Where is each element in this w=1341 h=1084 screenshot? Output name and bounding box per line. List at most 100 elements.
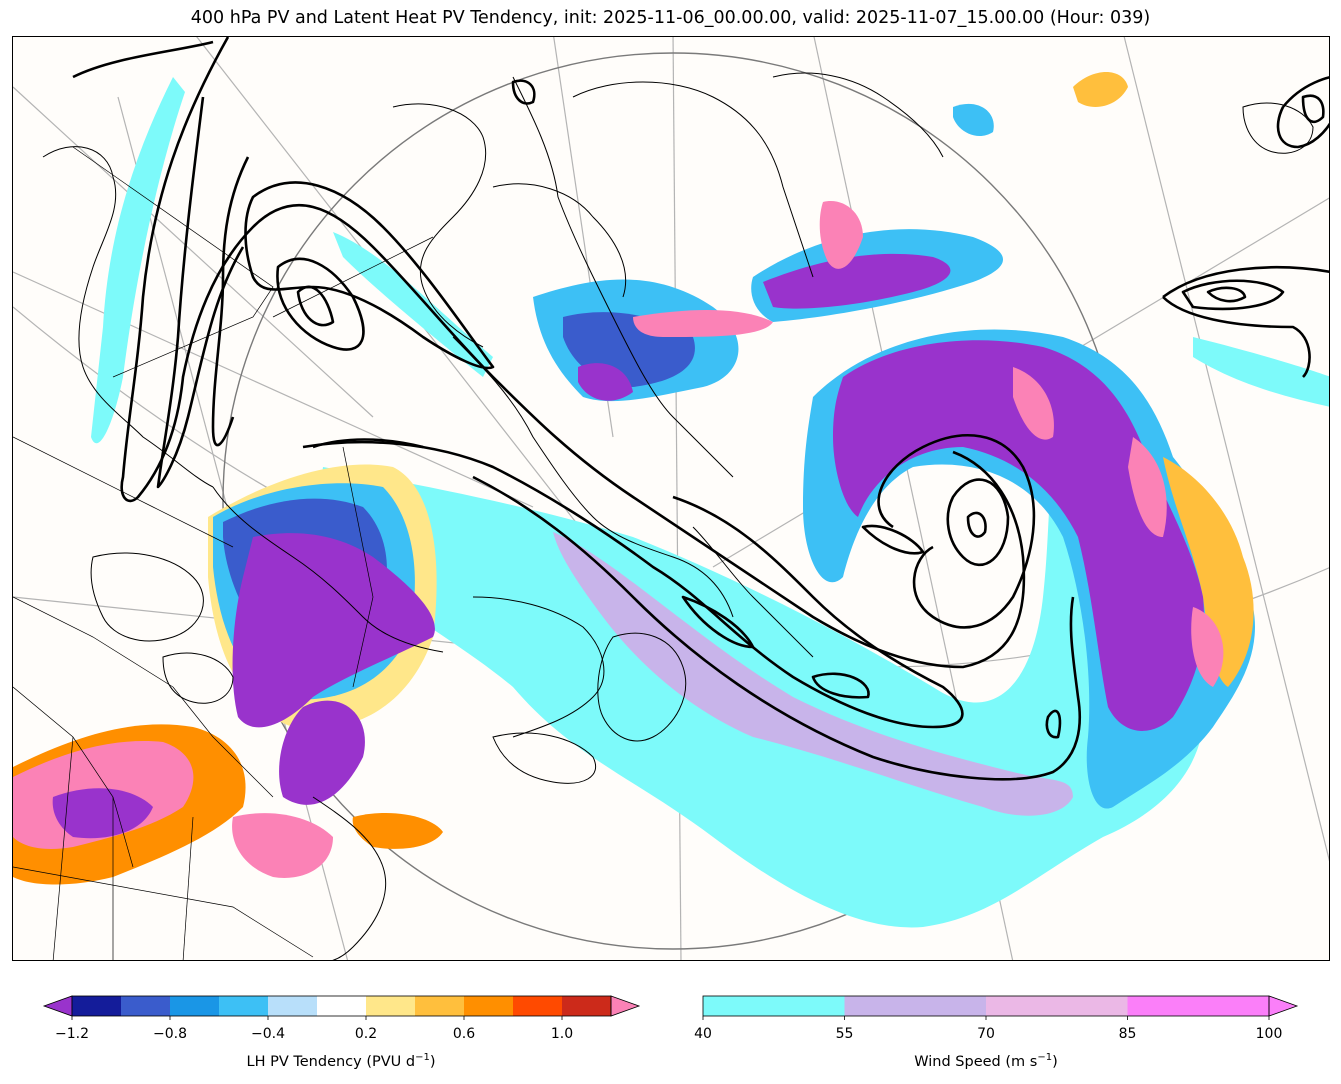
colorbar-segment	[513, 996, 563, 1016]
tendency-region	[232, 813, 333, 878]
colorbar-tick-label: 1.0	[550, 1026, 574, 1042]
pv-tendency-colorbar	[42, 995, 641, 1020]
quebec-coast	[212, 486, 444, 653]
pv-contour	[1162, 266, 1329, 378]
colorbar-extend-min	[42, 995, 73, 1017]
pv-contour	[472, 475, 1082, 781]
colorbar-segment	[219, 996, 269, 1016]
gulf-st-lawrence	[472, 596, 605, 738]
tendency-region	[352, 812, 443, 849]
wind-speed-label-end: )	[1052, 1053, 1058, 1070]
colorbar-tick-label: −0.8	[153, 1026, 187, 1042]
great-lakes	[162, 652, 234, 704]
great-lakes	[90, 552, 204, 642]
colorbar-segment	[366, 996, 416, 1016]
jet-core-40	[91, 77, 185, 444]
pv-tendency-colorbar-label: LH PV Tendency (PVU d−1)	[246, 1052, 435, 1070]
newfoundland	[597, 632, 687, 742]
tendency-region	[279, 700, 365, 805]
pv-tendency-colorbar-svg	[42, 995, 641, 1020]
province-border	[13, 596, 174, 688]
tendency-region	[1163, 457, 1254, 687]
province-border	[52, 736, 74, 960]
plot-title: 400 hPa PV and Latent Heat PV Tendency, …	[190, 8, 1151, 28]
meridian	[13, 271, 534, 508]
province-border	[13, 436, 234, 548]
wind-speed-colorbar	[702, 995, 1299, 1020]
pv-tendency-label-end: )	[429, 1053, 436, 1070]
province-border	[13, 686, 134, 868]
arctic-islands	[492, 183, 627, 298]
tendency-region	[833, 340, 1204, 731]
colorbar-segment	[464, 996, 514, 1016]
colorbar-segment	[844, 996, 987, 1016]
territory-border	[72, 146, 274, 378]
colorbar-segment	[703, 996, 845, 1016]
tendency-region	[232, 533, 435, 728]
tendency-region	[1073, 72, 1128, 107]
labrador	[692, 526, 814, 658]
nova-scotia	[492, 732, 596, 784]
tendency-region	[578, 363, 633, 401]
pv-contour	[877, 434, 1036, 629]
pv-contour	[296, 285, 335, 327]
pv-tendency-field	[13, 72, 1255, 885]
pv-contour	[302, 440, 964, 729]
colorbar-segment	[121, 996, 171, 1016]
tendency-region	[953, 103, 994, 137]
pv-contour	[156, 96, 245, 489]
pv-contour	[1181, 279, 1285, 311]
wind-speed-field	[91, 77, 1329, 928]
province-border	[172, 686, 274, 798]
tendency-region	[1013, 367, 1054, 440]
greenland	[572, 81, 814, 278]
pv-tendency-label-main: LH PV Tendency (PVU d	[246, 1053, 416, 1070]
wind-speed-colorbar-label: Wind Speed (m s−1)	[914, 1052, 1057, 1070]
colorbar-segment	[1127, 996, 1270, 1016]
province-border	[342, 446, 374, 688]
pv-contour	[1045, 709, 1062, 739]
pv-contour	[244, 181, 495, 370]
tendency-region	[52, 788, 153, 839]
colorbar-outline	[71, 995, 612, 1017]
colorbar-tick-label: 100	[1255, 1026, 1283, 1042]
pv-contour	[861, 524, 925, 555]
colorbar-tick-label: 0.2	[354, 1026, 378, 1042]
pv-contour	[966, 511, 987, 538]
pv-contour	[276, 257, 365, 351]
tendency-region	[819, 201, 863, 269]
pv-contour	[511, 79, 536, 105]
tendency-region	[1128, 437, 1167, 537]
baffin-island	[512, 76, 734, 478]
colorbar-tick-label: −0.4	[251, 1026, 285, 1042]
colorbar-segment	[986, 996, 1128, 1016]
province-border	[13, 866, 314, 958]
colorbar-tick-label: 40	[694, 1026, 712, 1042]
colorbar-segment	[170, 996, 220, 1016]
pv-contour	[120, 37, 1026, 669]
wind-speed-colorbar-svg	[702, 995, 1299, 1020]
colorbar-segment	[415, 996, 465, 1016]
map-canvas	[13, 37, 1329, 960]
jet-core-55	[553, 532, 1073, 816]
colorbar-tick-label: −1.2	[55, 1026, 89, 1042]
pv-contour	[1276, 76, 1329, 149]
pv-contour	[72, 40, 214, 79]
labrador	[452, 336, 734, 618]
greenland	[772, 72, 944, 158]
maritime-coast	[312, 796, 387, 960]
colorbar-extend-max	[610, 995, 641, 1017]
meridian	[1123, 37, 1329, 862]
colorbar-extend-max	[1268, 995, 1299, 1017]
jet-core-40	[333, 232, 493, 377]
political-boundaries	[13, 146, 434, 960]
tendency-region	[1191, 607, 1224, 687]
wind-speed-label-sup: −1	[1037, 1052, 1053, 1063]
wind-speed-label-main: Wind Speed (m s	[914, 1053, 1038, 1070]
colorbar-segment	[268, 996, 318, 1016]
colorbar-tick-label: 55	[835, 1026, 854, 1042]
pv-contour	[1301, 94, 1325, 123]
colorbar-tick-label: 85	[1118, 1026, 1137, 1042]
meridian	[13, 86, 374, 418]
map-panel	[12, 36, 1330, 961]
